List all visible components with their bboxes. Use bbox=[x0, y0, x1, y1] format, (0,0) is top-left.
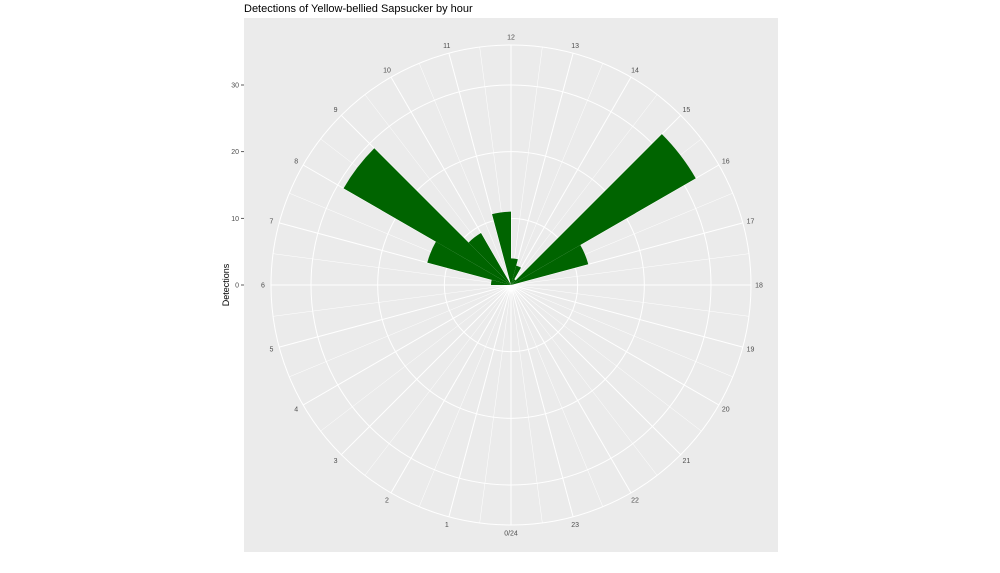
grid-circle-outer bbox=[270, 44, 752, 526]
grid-circle bbox=[377, 151, 645, 419]
r-tick-label: 0 bbox=[235, 283, 239, 290]
theta-label: 14 bbox=[631, 68, 639, 75]
theta-labels: 0/24123456789101112131415161718192021222… bbox=[261, 35, 763, 538]
r-tick-label: 10 bbox=[231, 216, 239, 223]
bar-hour-16 bbox=[511, 245, 589, 285]
theta-label: 20 bbox=[722, 407, 730, 414]
y-axis-label: Detections bbox=[221, 263, 231, 306]
bar-hour-6 bbox=[491, 279, 511, 285]
theta-label: 15 bbox=[682, 107, 690, 114]
bar-hour-11 bbox=[492, 211, 511, 285]
theta-label: 1 bbox=[445, 522, 449, 529]
theta-label: 21 bbox=[682, 458, 690, 465]
theta-label: 22 bbox=[631, 497, 639, 504]
theta-label: 16 bbox=[722, 159, 730, 166]
bar-hour-15 bbox=[511, 134, 696, 285]
r-tick-label: 20 bbox=[231, 149, 239, 156]
theta-label: 6 bbox=[261, 283, 265, 290]
bar-hour-12 bbox=[511, 258, 518, 285]
theta-label: 3 bbox=[334, 458, 338, 465]
r-axis: 0 10 20 30 bbox=[231, 83, 244, 290]
bar-hour-7 bbox=[427, 241, 511, 285]
bar-hour-9 bbox=[468, 233, 511, 285]
theta-label: 17 bbox=[747, 218, 755, 225]
theta-label: 10 bbox=[383, 68, 391, 75]
theta-label: 7 bbox=[269, 218, 273, 225]
bars bbox=[343, 134, 696, 285]
theta-label: 12 bbox=[507, 35, 515, 42]
chart-title: Detections of Yellow-bellied Sapsucker b… bbox=[244, 3, 473, 15]
bar-hour-14 bbox=[511, 279, 516, 285]
grid bbox=[270, 44, 752, 526]
bar-hour-13 bbox=[511, 265, 521, 285]
theta-label: 0/24 bbox=[504, 531, 518, 538]
theta-label: 18 bbox=[755, 283, 763, 290]
theta-label: 23 bbox=[571, 522, 579, 529]
theta-label: 11 bbox=[443, 43, 450, 50]
theta-label: 9 bbox=[334, 107, 338, 114]
theta-label: 5 bbox=[269, 347, 273, 354]
bar-hour-8 bbox=[343, 148, 511, 285]
theta-label: 13 bbox=[571, 43, 579, 50]
grid-circle bbox=[310, 84, 712, 486]
theta-label: 8 bbox=[294, 159, 298, 166]
theta-label: 4 bbox=[294, 407, 298, 414]
theta-label: 2 bbox=[385, 497, 389, 504]
theta-label: 19 bbox=[747, 347, 755, 354]
r-tick-label: 30 bbox=[231, 83, 239, 90]
